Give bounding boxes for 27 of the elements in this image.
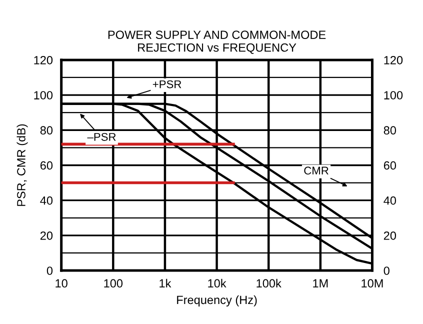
y2-tick-label: 120: [384, 56, 403, 64]
x-tick-label: 1k: [160, 278, 172, 288]
y2-tick-label: 20: [384, 231, 396, 240]
y2-tick-label: 60: [384, 161, 396, 170]
x-tick-label: 100: [104, 279, 123, 288]
x-tick-label: 100k: [256, 278, 282, 288]
x-tick-label: 10M: [362, 279, 383, 288]
y2-tick-label: 40: [384, 196, 396, 205]
y2-tick-label: 100: [384, 91, 403, 100]
x-tick-label: 10: [56, 279, 68, 288]
x-tick-label: 10k: [208, 278, 226, 288]
y-tick-label: 40: [40, 196, 53, 205]
y-tick-label: 100: [34, 91, 53, 100]
y-tick-label: 0: [46, 266, 53, 275]
annotation: +PSR: [152, 80, 182, 88]
annotation: –PSR: [87, 132, 116, 141]
y-tick-label: 120: [34, 56, 53, 64]
x-tick-label: 1M: [313, 279, 328, 288]
y-axis-title: PSR, CMR (dB): [16, 124, 28, 206]
x-axis-title: Frequency (Hz): [177, 295, 257, 306]
y-tick-label: 80: [40, 126, 53, 135]
chart-title: POWER SUPPLY AND COMMON-MODE REJECTION vs FREQUENCY: [108, 30, 326, 54]
y2-tick-label: 0: [384, 266, 390, 275]
y2-tick-label: 80: [384, 126, 396, 135]
y-tick-label: 60: [40, 161, 53, 170]
annotation: CMR: [304, 166, 328, 175]
y-tick-label: 20: [40, 231, 53, 240]
